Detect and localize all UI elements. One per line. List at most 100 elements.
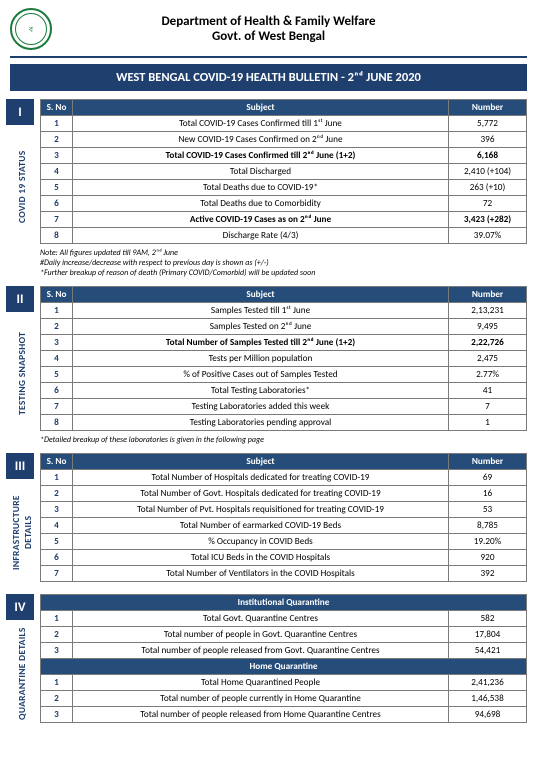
number-cell: 19.20% (449, 534, 527, 550)
serial-no: 6 (41, 196, 73, 212)
table-row: 2Total number of people currently in Hom… (41, 691, 527, 707)
subject-cell: Total number of people released from Gov… (73, 643, 449, 659)
number-cell: 920 (449, 550, 527, 566)
table-row: 5% of Positive Cases out of Samples Test… (41, 367, 527, 383)
section: IITESTING SNAPSHOTS. NoSubjectNumber1Sam… (10, 286, 527, 431)
subject-cell: Testing Laboratories pending approval (73, 415, 449, 431)
table-row: 1Total Number of Hospitals dedicated for… (41, 470, 527, 486)
table-row: 2Samples Tested on 2ⁿᵈ June9,495 (41, 319, 527, 335)
section-label: COVID 19 STATUS (16, 129, 28, 244)
number-cell: 2,13,231 (449, 303, 527, 319)
serial-no: 5 (41, 534, 73, 550)
serial-no: 4 (41, 518, 73, 534)
section-note: *Detailed breakup of these laboratories … (40, 435, 527, 445)
subject-cell: Total number of people released from Hom… (73, 707, 449, 723)
subject-cell: Total Deaths due to COVID-19* (73, 180, 449, 196)
serial-no: 4 (41, 351, 73, 367)
serial-no: 8 (41, 415, 73, 431)
wb-govt-emblem-icon: ব (10, 8, 52, 50)
section: ICOVID 19 STATUSS. NoSubjectNumber1Total… (10, 99, 527, 244)
serial-no: 3 (41, 643, 73, 659)
col-sno: S. No (41, 287, 73, 303)
table-row: 6Total ICU Beds in the COVID Hospitals92… (41, 550, 527, 566)
number-cell: 9,495 (449, 319, 527, 335)
section: IIIINFRASTRUCTURE DETAILSS. NoSubjectNum… (10, 453, 527, 582)
subject-cell: Total Home Quarantined People (73, 675, 449, 691)
col-number: Number (449, 287, 527, 303)
table-row: 3Total number of people released from Go… (41, 643, 527, 659)
table-row: 4Tests per Million population2,475 (41, 351, 527, 367)
subject-cell: Total number of people in Govt. Quaranti… (73, 627, 449, 643)
col-subject: Subject (73, 454, 449, 470)
serial-no: 1 (41, 611, 73, 627)
bulletin-title: WEST BENGAL COVID-19 HEALTH BULLETIN - 2… (10, 64, 527, 91)
serial-no: 8 (41, 228, 73, 244)
subject-cell: New COVID-19 Cases Confirmed on 2ⁿᵈ June (73, 132, 449, 148)
section-label: INFRASTRUCTURE DETAILS (10, 483, 34, 582)
serial-no: 2 (41, 319, 73, 335)
serial-no: 4 (41, 164, 73, 180)
subject-cell: Total Number of Ventilators in the COVID… (73, 566, 449, 582)
subject-cell: Testing Laboratories added this week (73, 399, 449, 415)
table-row: 2New COVID-19 Cases Confirmed on 2ⁿᵈ Jun… (41, 132, 527, 148)
subject-cell: % of Positive Cases out of Samples Teste… (73, 367, 449, 383)
serial-no: 2 (41, 691, 73, 707)
serial-no: 1 (41, 303, 73, 319)
serial-no: 1 (41, 116, 73, 132)
serial-no: 7 (41, 212, 73, 228)
number-cell: 392 (449, 566, 527, 582)
serial-no: 1 (41, 675, 73, 691)
section-roman: III (6, 453, 34, 479)
subject-cell: Total Testing Laboratories* (73, 383, 449, 399)
table-row: 4Total Number of earmarked COVID-19 Beds… (41, 518, 527, 534)
number-cell: 2,475 (449, 351, 527, 367)
table-row: 3Total Number of Pvt. Hospitals requisit… (41, 502, 527, 518)
section-roman: I (6, 99, 34, 125)
col-subject: Subject (73, 287, 449, 303)
subheader-row: Institutional Quarantine (41, 595, 527, 611)
serial-no: 2 (41, 132, 73, 148)
section-roman: II (6, 286, 34, 312)
page: ব Department of Health & Family Welfare … (0, 0, 537, 735)
subject-cell: Tests per Million population (73, 351, 449, 367)
table-header-row: S. NoSubjectNumber (41, 454, 527, 470)
subject-cell: Total Govt. Quarantine Centres (73, 611, 449, 627)
serial-no: 2 (41, 486, 73, 502)
number-cell: 69 (449, 470, 527, 486)
table-row: 6Total Testing Laboratories*41 (41, 383, 527, 399)
department-name: Department of Health & Family Welfare (60, 14, 477, 29)
home-quarantine-header: Home Quarantine (41, 659, 527, 675)
serial-no: 5 (41, 180, 73, 196)
col-subject: Subject (73, 100, 449, 116)
number-cell: 396 (449, 132, 527, 148)
subject-cell: Total Number of Hospitals dedicated for … (73, 470, 449, 486)
table-row: 8Testing Laboratories pending approval1 (41, 415, 527, 431)
subject-cell: Total COVID-19 Cases Confirmed till 1ˢᵗ … (73, 116, 449, 132)
number-cell: 5,772 (449, 116, 527, 132)
header-rule (10, 56, 527, 58)
table-row: 2Total number of people in Govt. Quarant… (41, 627, 527, 643)
table-row: 7Testing Laboratories added this week7 (41, 399, 527, 415)
serial-no: 3 (41, 148, 73, 164)
number-cell: 582 (448, 611, 526, 627)
header-text: Department of Health & Family Welfare Go… (60, 14, 477, 44)
table-row: 1Samples Tested till 1ˢᵗ June2,13,231 (41, 303, 527, 319)
subject-cell: Total Discharged (73, 164, 449, 180)
col-sno: S. No (41, 100, 73, 116)
subject-cell: Total Number of earmarked COVID-19 Beds (73, 518, 449, 534)
subject-cell: Active COVID-19 Cases as on 2ⁿᵈ June (73, 212, 449, 228)
table-row: 1Total Home Quarantined People2,41,236 (41, 675, 527, 691)
data-table: S. NoSubjectNumber1Total COVID-19 Cases … (40, 99, 527, 244)
table-row: 2Total Number of Govt. Hospitals dedicat… (41, 486, 527, 502)
table-row: 6Total Deaths due to Comorbidity72 (41, 196, 527, 212)
subject-cell: Total ICU Beds in the COVID Hospitals (73, 550, 449, 566)
data-table: S. NoSubjectNumber1Total Number of Hospi… (40, 453, 527, 582)
subheader-row: Home Quarantine (41, 659, 527, 675)
serial-no: 5 (41, 367, 73, 383)
quarantine-table: Institutional Quarantine 1Total Govt. Qu… (40, 594, 527, 723)
table-header-row: S. NoSubjectNumber (41, 100, 527, 116)
serial-no: 6 (41, 383, 73, 399)
serial-no: 7 (41, 399, 73, 415)
number-cell: 72 (449, 196, 527, 212)
number-cell: 17,804 (448, 627, 526, 643)
